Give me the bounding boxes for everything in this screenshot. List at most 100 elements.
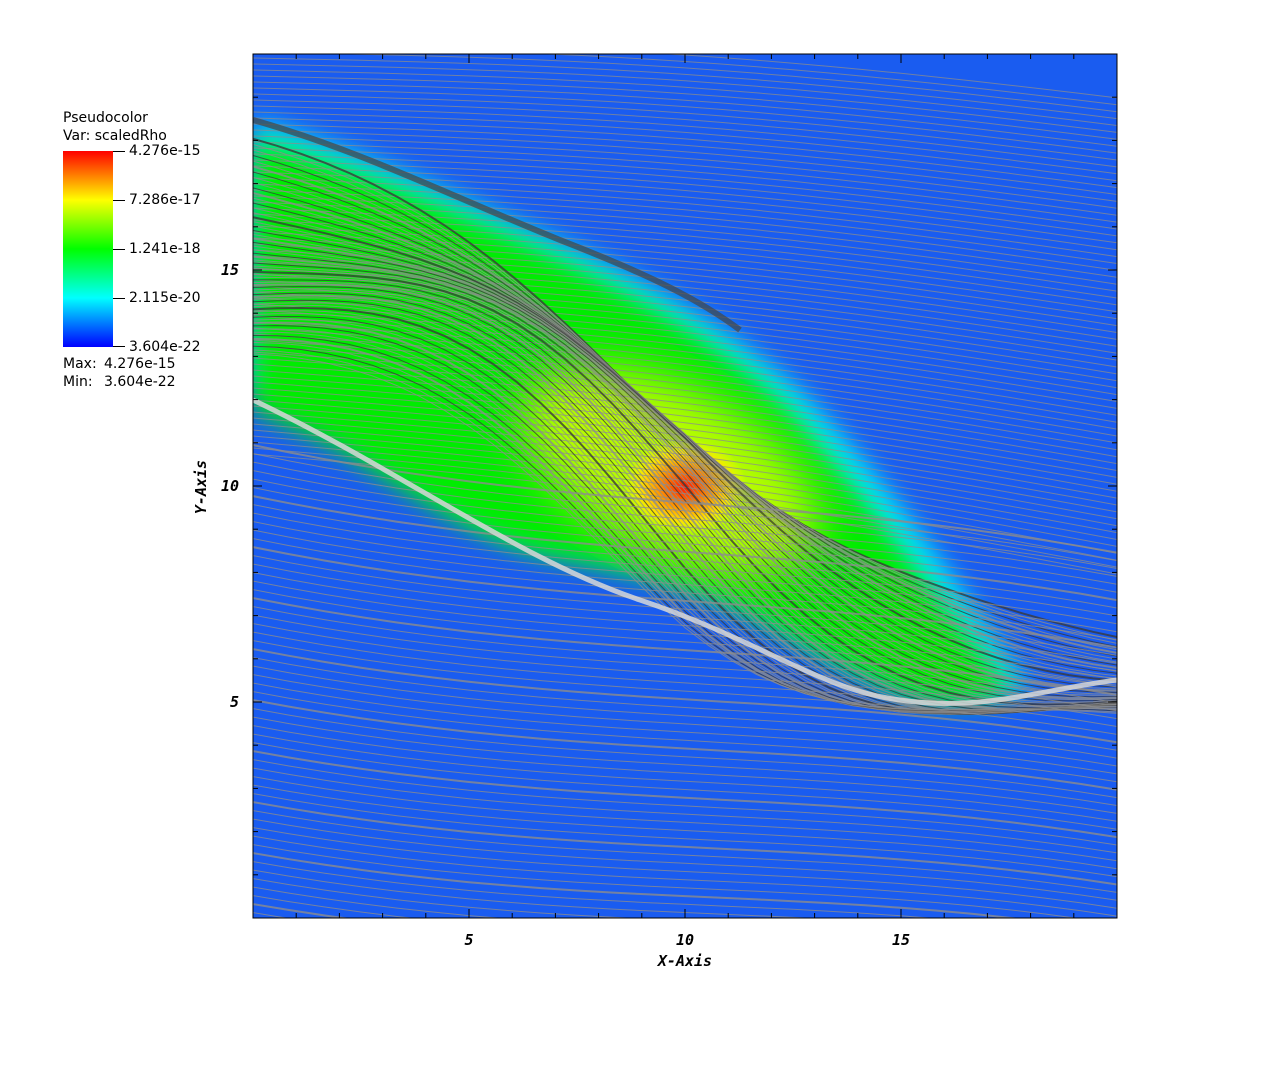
streamline xyxy=(253,267,1117,361)
streamline xyxy=(253,237,1117,692)
streamline xyxy=(253,614,1117,712)
x-axis-ticks xyxy=(295,54,1075,918)
streamline xyxy=(253,699,1117,791)
streamline xyxy=(253,237,1117,327)
streamline xyxy=(253,589,1117,688)
streamline xyxy=(253,411,1117,527)
colorbar-label-2: 7.286e-17 xyxy=(129,192,201,208)
streamline xyxy=(253,546,1117,649)
colorbar-label-4: 2.115e-20 xyxy=(129,290,201,306)
streamline xyxy=(253,159,1117,237)
streamline xyxy=(253,105,1117,175)
streamline xyxy=(253,784,1117,870)
streamline xyxy=(253,286,1117,711)
streamline xyxy=(253,87,1117,154)
streamline xyxy=(253,75,1117,140)
streamline xyxy=(253,177,1117,258)
streamline xyxy=(253,351,1117,458)
streamline xyxy=(253,852,1020,918)
streamline xyxy=(253,417,1117,534)
legend-min-label: Min: xyxy=(63,374,93,390)
streamline xyxy=(253,776,1117,862)
streamline xyxy=(253,827,1117,909)
streamline xyxy=(253,69,1117,133)
streamline xyxy=(253,321,1117,423)
x-tick-label-15: 15 xyxy=(892,931,910,949)
streamline xyxy=(253,640,1117,735)
streamline xyxy=(253,225,1117,686)
streamline xyxy=(253,234,1117,690)
streamline xyxy=(253,470,1117,577)
streamline xyxy=(253,597,1117,696)
streamline xyxy=(253,283,1117,711)
streamline xyxy=(253,117,742,333)
streamline xyxy=(253,708,1117,799)
streamline xyxy=(253,297,1117,396)
streamline xyxy=(253,665,1117,759)
colorbar xyxy=(63,151,113,347)
streamline xyxy=(329,54,1117,113)
colorbar-tick-2 xyxy=(113,200,125,201)
streamline xyxy=(253,767,1117,854)
streamlines xyxy=(253,54,1117,1011)
streamline xyxy=(253,623,1117,720)
streamline xyxy=(253,742,1117,830)
colorbar-label-5: 3.604e-22 xyxy=(129,339,201,355)
streamline xyxy=(253,249,1117,696)
streamline xyxy=(253,63,1117,126)
streamline xyxy=(253,682,1117,775)
streamline xyxy=(253,135,1117,209)
streamline xyxy=(253,674,1117,767)
streamline xyxy=(253,268,1117,704)
streamline xyxy=(253,265,1117,703)
streamline xyxy=(253,141,1117,216)
streamline xyxy=(253,57,1117,120)
streamline xyxy=(253,835,1117,917)
streamline xyxy=(253,231,1117,320)
streamline xyxy=(253,461,1117,569)
colorbar-label-1: 4.276e-15 xyxy=(129,143,201,159)
streamline xyxy=(253,606,1117,704)
y-tick-label-15: 15 xyxy=(221,261,239,279)
streamline xyxy=(253,844,1079,918)
streamline xyxy=(253,861,935,918)
streamline xyxy=(253,375,1117,485)
streamline xyxy=(253,303,1117,402)
streamline xyxy=(253,657,1117,751)
streamline xyxy=(253,195,1117,278)
streamline xyxy=(253,249,1117,340)
colorbar-tick-4 xyxy=(113,298,125,299)
streamline xyxy=(253,221,1117,684)
x-axis-title: X-Axis xyxy=(656,952,712,970)
colorbar-tick-1 xyxy=(113,151,125,152)
y-axis-title: Y-Axis xyxy=(192,460,210,514)
streamline xyxy=(253,183,1117,264)
streamline xyxy=(253,691,1117,783)
streamline xyxy=(253,399,1117,513)
streamline xyxy=(253,315,1117,416)
streamline xyxy=(253,327,1117,430)
streamline xyxy=(253,339,1117,444)
streamline xyxy=(253,580,1117,680)
streamline xyxy=(253,538,1117,641)
streamline xyxy=(253,938,1117,1011)
streamline xyxy=(253,555,1117,656)
colorbar-label-3: 1.241e-18 xyxy=(129,241,201,257)
streamline xyxy=(253,202,1117,674)
streamline xyxy=(253,153,1117,230)
streamline xyxy=(253,444,1117,554)
streamline xyxy=(253,912,290,918)
colorbar-tick-5 xyxy=(113,346,125,347)
streamline xyxy=(253,631,1117,727)
streamline xyxy=(253,495,1117,602)
streamline xyxy=(253,750,1117,839)
streamline xyxy=(253,878,638,918)
streamline xyxy=(253,397,1117,706)
x-tick-label-10: 10 xyxy=(676,931,694,949)
streamline xyxy=(253,478,1117,585)
streamline xyxy=(253,521,1117,625)
streamline xyxy=(253,529,1117,633)
streamline xyxy=(253,487,1117,593)
legend-max-label: Max: xyxy=(63,356,97,372)
